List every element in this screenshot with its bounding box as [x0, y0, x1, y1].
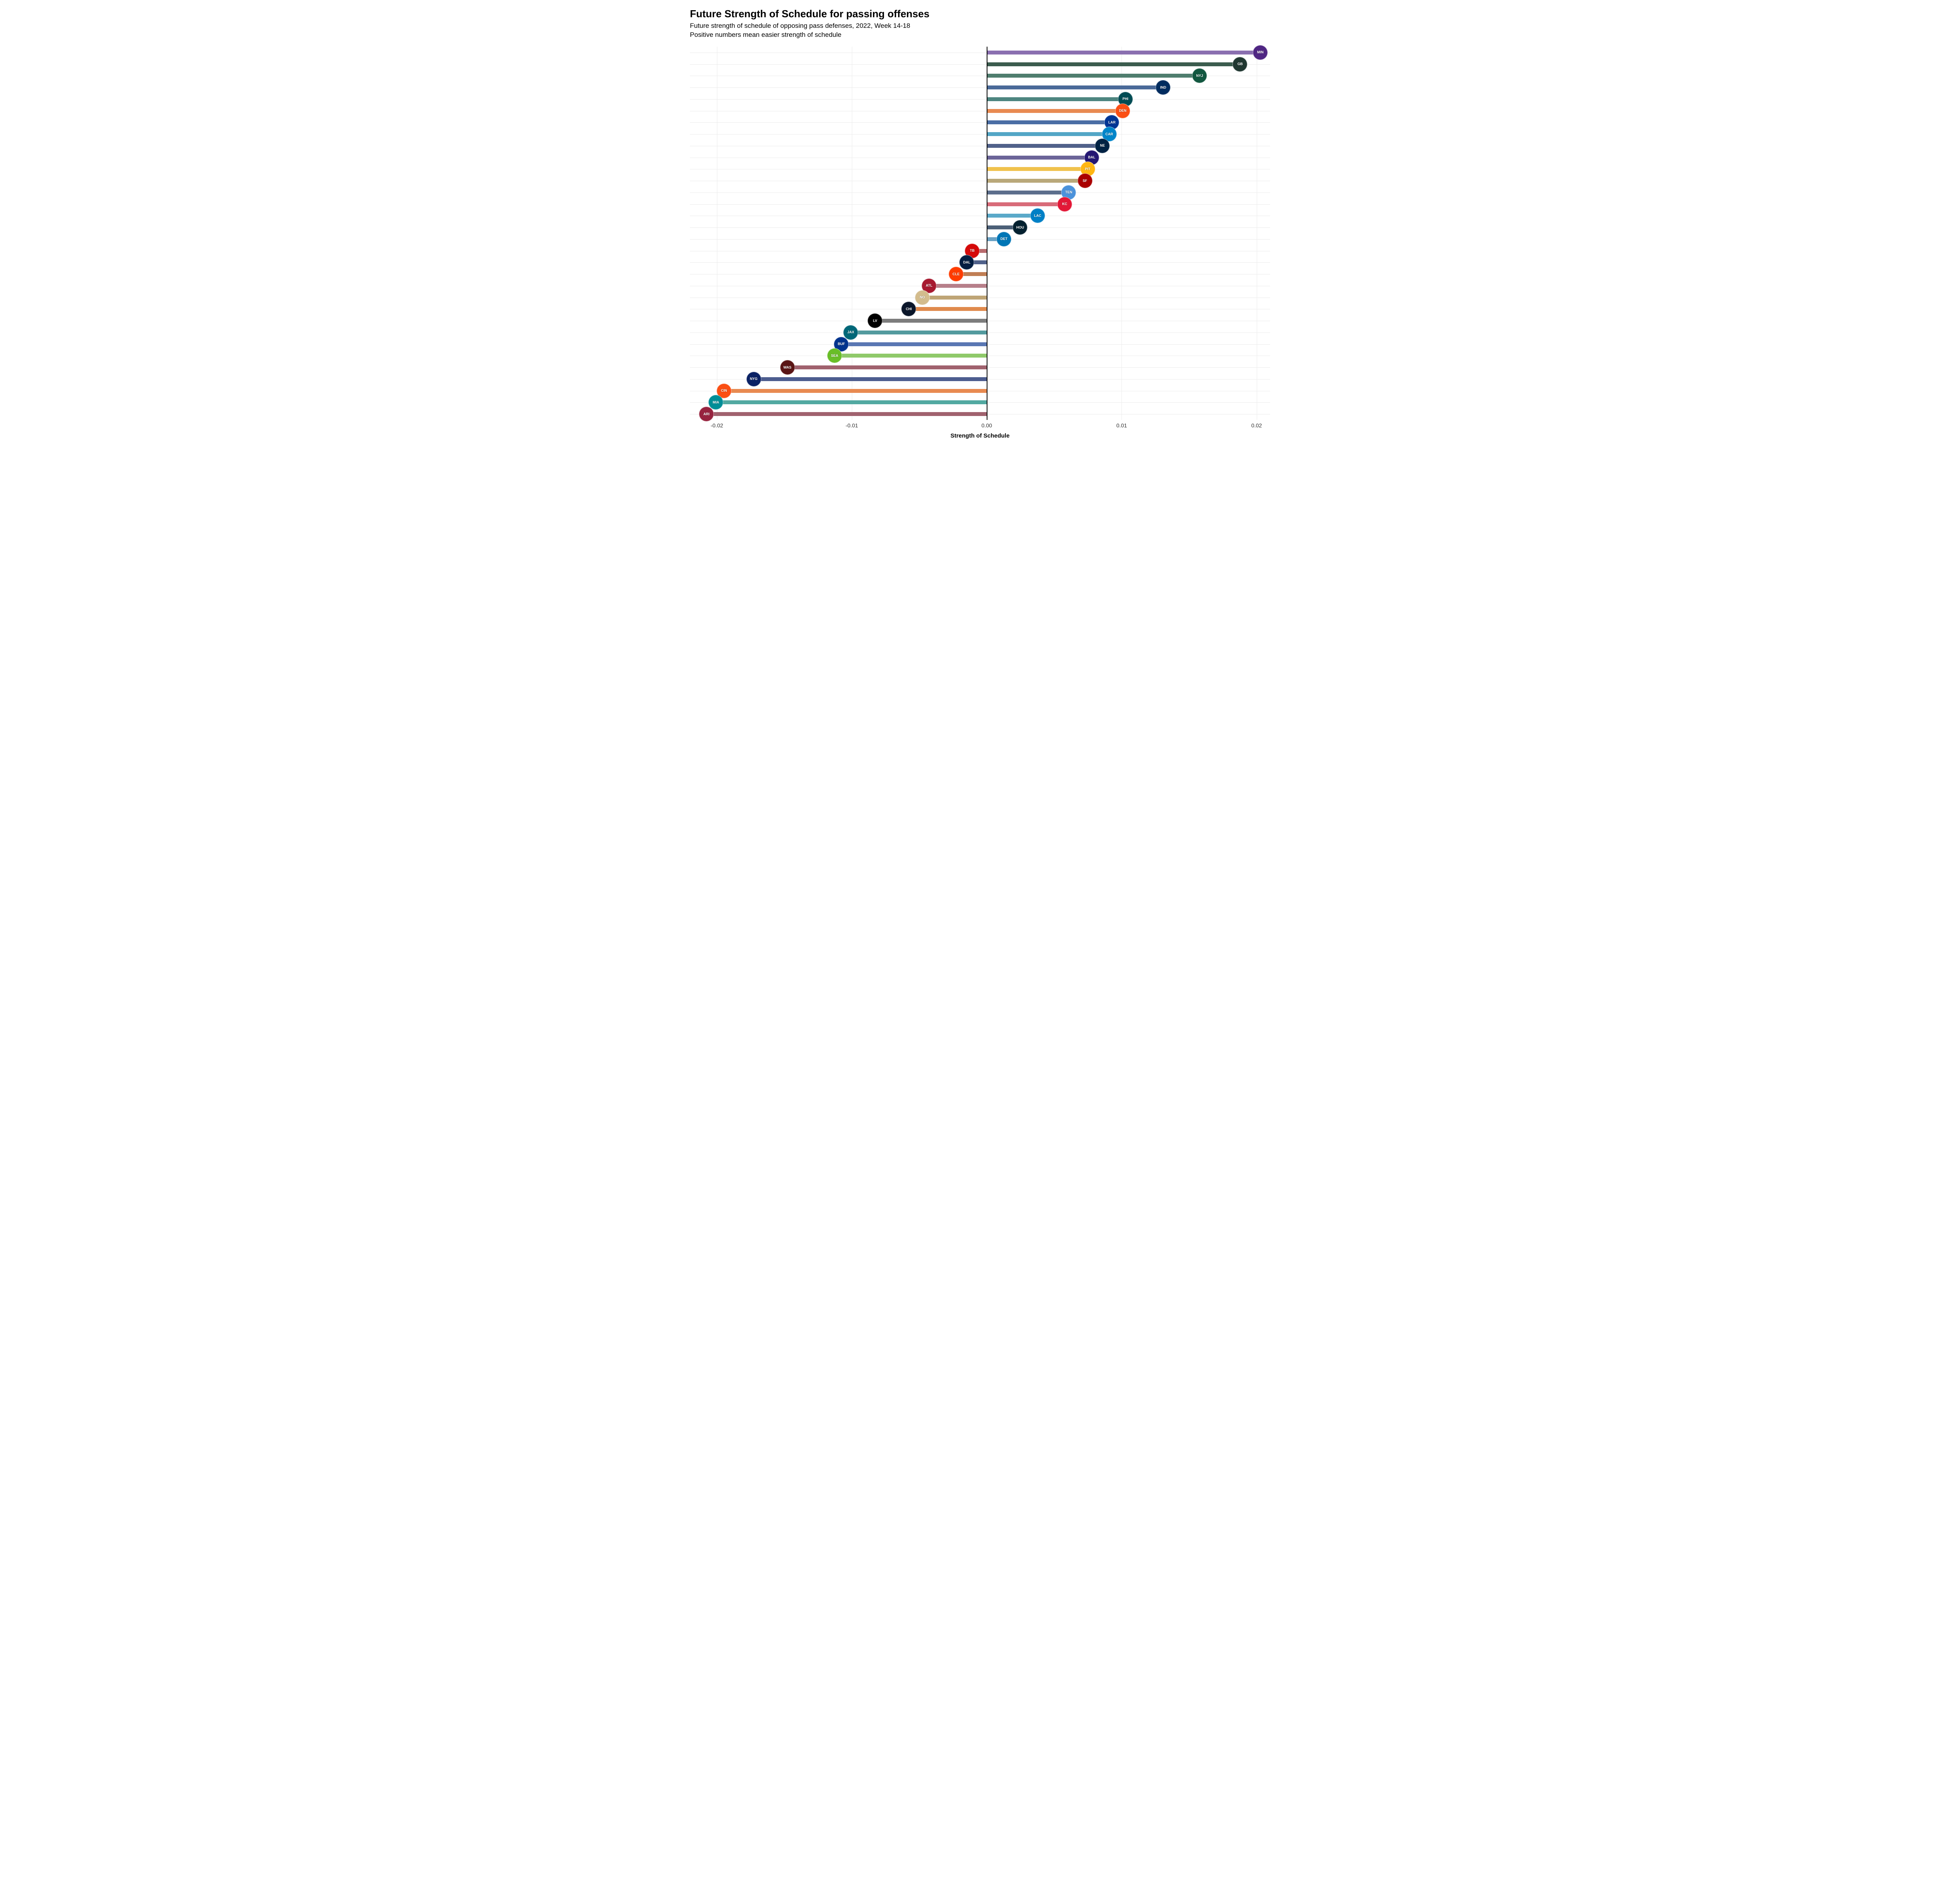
bar-cle [960, 272, 987, 276]
subtitle-line-1: Future strength of schedule of opposing … [690, 22, 910, 29]
bar-phi [987, 97, 1122, 101]
team-logo-lac: LAC [1030, 208, 1045, 223]
bar-nyj [987, 74, 1196, 78]
team-logo-kc: KC [1057, 197, 1072, 212]
team-logo-jax: JAX [843, 325, 858, 340]
gridline-horizontal [690, 204, 1270, 205]
team-logo-nyj: NYJ [1192, 68, 1207, 83]
bar-ne [987, 144, 1099, 148]
team-logo-cle: CLE [949, 267, 964, 282]
bar-den [987, 109, 1119, 113]
bar-pit [987, 167, 1084, 171]
x-tick-label: 0.01 [1116, 422, 1127, 429]
bar-nyg [757, 377, 987, 381]
team-logo-sea: SEA [827, 348, 842, 363]
team-logo-dal: DAL [959, 255, 974, 270]
bar-bal [987, 156, 1088, 160]
x-tick-label: -0.01 [846, 422, 858, 429]
gridline-horizontal [690, 87, 1270, 88]
team-logo-chi: CHI [901, 302, 916, 316]
gridline-horizontal [690, 122, 1270, 123]
team-logo-lv: LV [867, 313, 882, 328]
bar-kc [987, 202, 1061, 206]
bar-mia [720, 400, 987, 404]
team-logo-gb: GB [1232, 57, 1247, 72]
bar-ari [710, 412, 987, 416]
bar-sea [838, 354, 987, 358]
bar-buf [845, 342, 987, 346]
gridline-horizontal [690, 99, 1270, 100]
bar-atl [933, 284, 987, 288]
gridline-horizontal [690, 227, 1270, 228]
x-tick-label: 0.02 [1251, 422, 1262, 429]
bar-lar [987, 120, 1108, 124]
team-logo-nyg: NYG [746, 372, 761, 387]
subtitle-line-2: Positive numbers mean easier strength of… [690, 31, 841, 38]
bar-gb [987, 62, 1236, 66]
chart-title: Future Strength of Schedule for passing … [690, 8, 1270, 20]
team-logo-no: NO [915, 290, 930, 305]
bar-no [926, 296, 987, 300]
bar-ten [987, 191, 1065, 194]
team-logo-ne: NE [1095, 138, 1110, 153]
team-logo-den: DEN [1115, 104, 1130, 118]
bar-hou [987, 225, 1016, 229]
team-logo-hou: HOU [1013, 220, 1027, 235]
bar-chi [913, 307, 987, 311]
bar-sf [987, 179, 1081, 183]
bar-jax [855, 331, 987, 334]
sos-chart: Future Strength of Schedule for passing … [690, 8, 1270, 439]
plot-area: -0.02-0.010.000.010.02MINGBNYJINDPHIDENL… [690, 47, 1270, 431]
team-logo-was: WAS [780, 360, 795, 375]
bar-was [791, 365, 987, 369]
chart-subtitle: Future strength of schedule of opposing … [690, 22, 1270, 40]
bar-ind [987, 85, 1160, 89]
bar-lv [879, 319, 987, 323]
team-logo-ari: ARI [699, 407, 714, 421]
team-logo-sf: SF [1078, 173, 1093, 188]
x-tick-label: -0.02 [711, 422, 723, 429]
bar-min [987, 51, 1256, 54]
x-tick-label: 0.00 [982, 422, 992, 429]
team-logo-det: DET [996, 232, 1011, 247]
bar-lac [987, 214, 1034, 218]
team-logo-min: MIN [1253, 45, 1268, 60]
x-axis-label: Strength of Schedule [690, 432, 1270, 439]
bar-cin [728, 389, 987, 393]
bar-car [987, 132, 1105, 136]
gridline-horizontal [690, 239, 1270, 240]
team-logo-ind: IND [1156, 80, 1171, 95]
